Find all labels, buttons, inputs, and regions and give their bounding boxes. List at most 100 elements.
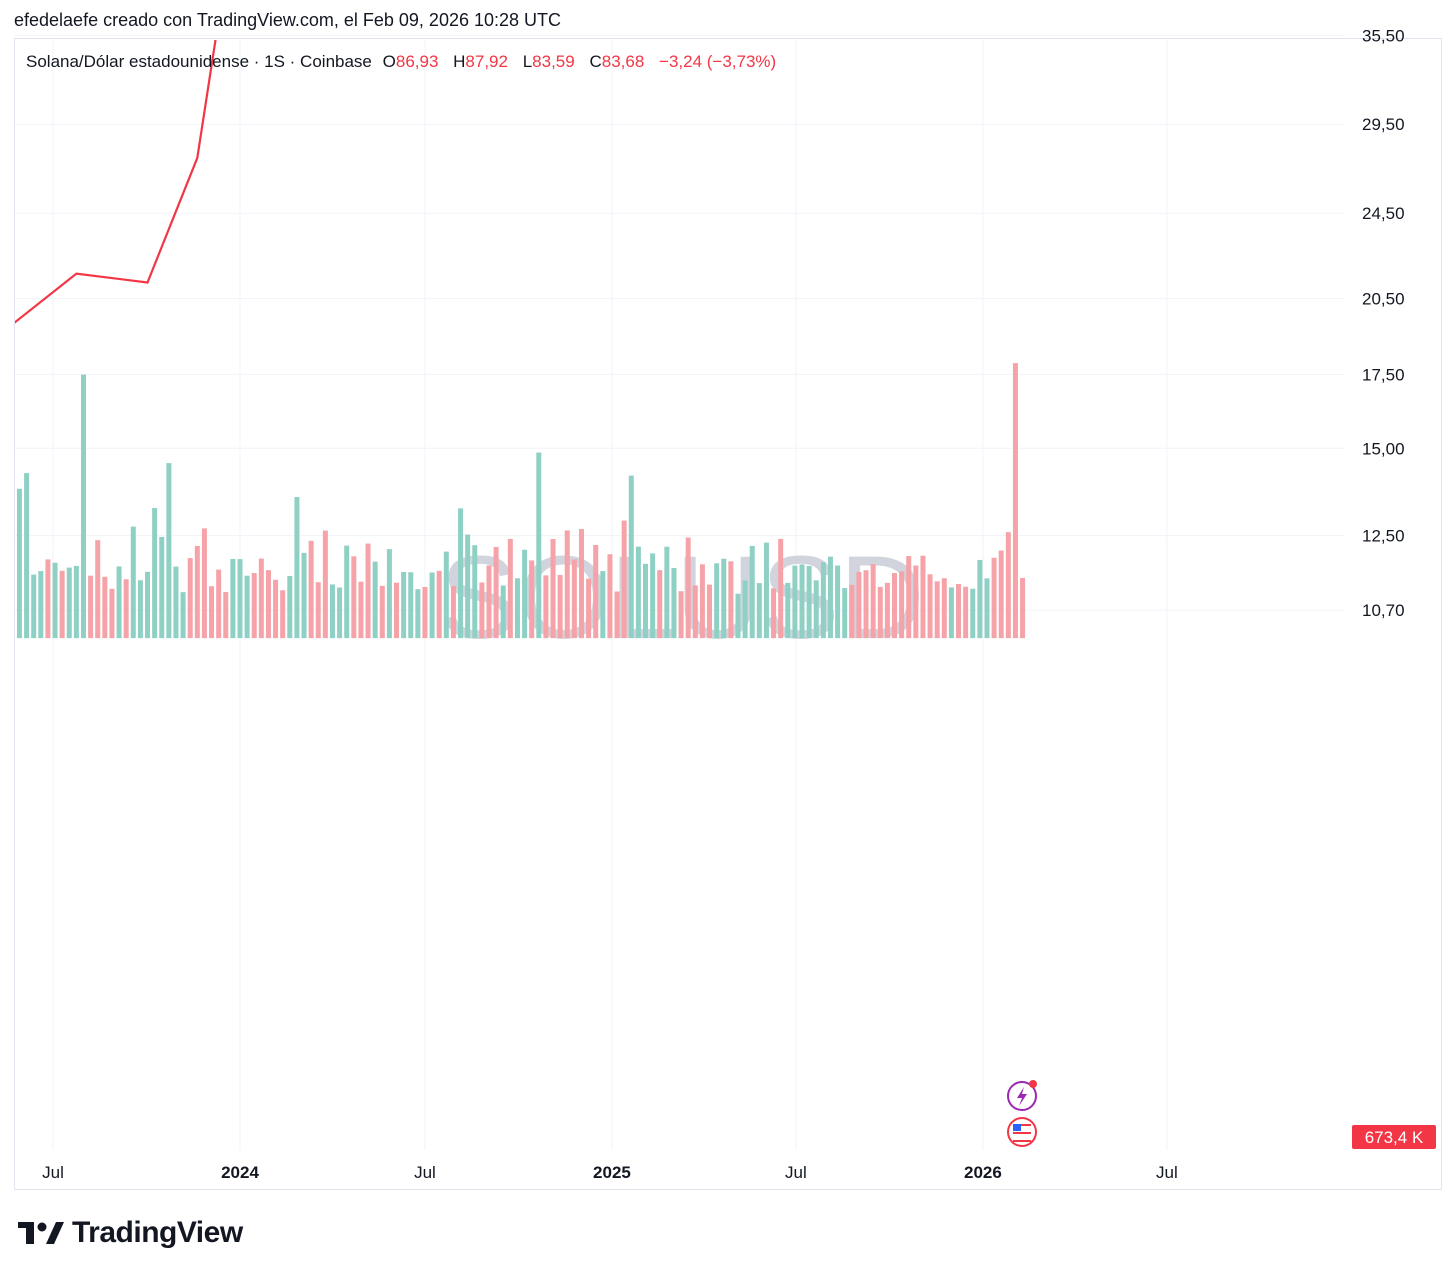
open-value: 86,93 [395,52,439,71]
open-label: O [382,52,396,71]
y-tick-label: 20,50 [1362,290,1405,309]
volume-bar [778,538,784,639]
volume-bar [892,573,897,639]
volume-bar [24,473,30,639]
volume-bar [977,559,983,639]
volume-bar [180,592,186,639]
volume-bar [152,508,158,639]
volume-bar [145,571,151,639]
volume-bar [749,545,755,639]
volume-bar [493,546,499,639]
x-tick-label: Jul [785,1163,807,1182]
plot-area [3,0,1026,639]
volume-bar [365,543,371,639]
volume-bar [785,582,791,639]
volume-bar [699,564,705,639]
volume-bar [813,580,819,639]
x-tick-label: Jul [42,1163,64,1182]
volume-bar [386,549,392,639]
volume-bar [394,582,400,639]
chart-canvas[interactable]: SOLUSD10,7012,5015,0017,5020,5024,5029,5… [0,0,1456,1210]
volume-bar [756,583,762,639]
volume-bar [109,588,115,639]
volume-bar [714,563,720,639]
tradingview-logo-icon [18,1222,64,1244]
volume-bar [265,570,271,639]
volume-bar [116,566,122,639]
volume-bar [472,545,478,639]
volume-bar [913,565,919,639]
volume-bar [536,452,542,639]
event-dot-icon [1029,1080,1037,1088]
volume-bar [806,565,812,639]
volume-bar [358,581,364,639]
volume-bar [88,575,94,639]
y-tick-label: 35,50 [1362,27,1405,46]
volume-bar [671,568,677,639]
volume-bar [643,563,649,639]
x-tick-label: 2024 [221,1163,259,1182]
us-flag-stripe [1013,1140,1031,1142]
volume-bar [884,582,890,639]
close-value: 83,68 [601,52,645,71]
volume-bar [835,565,841,639]
volume-bar [209,586,215,639]
volume-bar [230,558,236,639]
volume-bar [735,593,741,639]
volume-bar [621,520,627,639]
volume-bar [415,589,421,639]
high-label: H [453,52,466,71]
volume-bar [586,578,592,639]
volume-bar [863,570,869,639]
volume-bar [159,536,165,639]
volume-bar [443,551,449,639]
candle-body [3,71,8,83]
candle-body [10,0,15,82]
symbol-legend: Solana/Dólar estadounidense · 1S · Coinb… [26,52,786,72]
x-tick-label: 2025 [593,1163,631,1182]
volume-bar [258,558,264,639]
price-badges: 166,2283,686d 14h673,4 K [1352,1125,1436,1149]
y-tick-label: 15,00 [1362,439,1405,458]
volume-bar [827,556,833,639]
volume-bar [927,574,933,639]
volume-bar [664,546,670,639]
symbol-name[interactable]: Solana/Dólar estadounidense · 1S · Coinb… [26,52,372,71]
volume-bar [514,578,520,639]
volume-bar [458,508,464,639]
volume-badge [1352,1125,1436,1149]
volume-bar [379,585,385,639]
volume-bar [856,571,862,639]
volume-bar [315,582,321,639]
volume-bar [66,567,72,639]
tradingview-logo[interactable]: TradingView [18,1216,243,1250]
volume-bar [123,579,129,639]
volume-bar [401,572,407,639]
volume-bar [351,556,357,639]
x-axis: Jul 2024 Jul 2025 Jul 2026 Jul [42,1163,1178,1182]
volume-bar [877,586,883,639]
volume-bar [970,588,976,639]
volume-bar [635,546,641,639]
volume-bar [934,581,940,639]
volume-bar [657,570,663,639]
volume-bar [728,561,734,639]
volume-bar [593,545,599,639]
volume-bar [187,558,193,639]
volume-bar [742,580,748,639]
volume-bar [842,588,848,639]
chart-frame [14,38,1442,1190]
volume-bar [522,549,528,639]
volume-bar [322,530,328,639]
us-flag-canton [1013,1124,1021,1131]
volume-bar [600,571,606,639]
volume-bar [849,584,855,639]
volume-bar [998,550,1004,639]
y-axis: 10,70 12,50 15,00 17,50 20,50 24,50 29,50 35,50… [1362,27,1405,621]
volume-bar [251,573,257,639]
volume-badge-text: 673,4 K [1365,1128,1424,1147]
lightning-bolt-icon [1017,1087,1027,1106]
volume-bar [450,585,456,639]
volume-bar [721,558,727,639]
volume-bar [273,579,279,639]
